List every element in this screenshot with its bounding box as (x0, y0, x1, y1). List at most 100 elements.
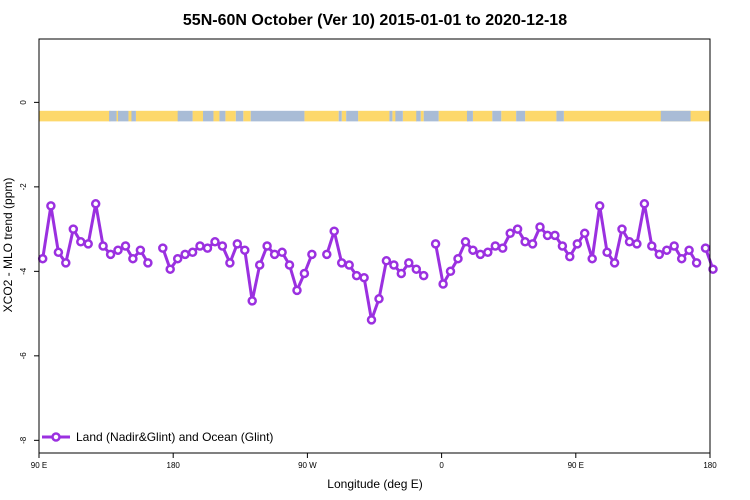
band-ocean (338, 110, 342, 122)
band-ocean (395, 110, 403, 122)
data-point (430, 239, 441, 249)
band-land (472, 110, 493, 122)
band-land (128, 110, 133, 122)
band-ocean (389, 110, 393, 122)
data-point (490, 241, 501, 251)
y-axis: 0 -2 -4 -6 -8 (19, 100, 39, 444)
band-land (341, 110, 347, 122)
data-point (284, 260, 295, 270)
band-land (438, 110, 469, 122)
data-point (624, 237, 635, 247)
data-point (617, 224, 627, 234)
series-layer (37, 199, 718, 325)
plot-frame (38, 38, 711, 454)
data-point (135, 245, 146, 255)
x-tick-label: 180 (703, 461, 717, 470)
data-point (366, 315, 377, 325)
band-land (243, 110, 251, 122)
data-point (254, 260, 265, 270)
data-point (557, 241, 568, 251)
band-land (304, 110, 339, 122)
data-point (572, 239, 583, 249)
band-ocean (131, 110, 136, 122)
data-point (579, 228, 590, 239)
band-ocean (423, 110, 439, 122)
band-land (525, 110, 557, 122)
data-point (307, 249, 317, 260)
data-point (187, 247, 198, 258)
data-point (535, 222, 545, 232)
data-point (676, 253, 687, 264)
data-point (202, 243, 213, 253)
band-land (358, 110, 390, 122)
data-point (475, 249, 486, 260)
data-point (594, 201, 605, 211)
band-land (39, 110, 111, 122)
data-point (565, 251, 575, 262)
data-point (120, 241, 131, 251)
data-point (609, 258, 620, 268)
data-point (520, 237, 530, 247)
data-point (418, 270, 429, 281)
data-point (90, 199, 101, 209)
data-point (46, 201, 56, 211)
data-point (83, 239, 93, 249)
data-point (550, 230, 560, 241)
data-point (512, 224, 523, 234)
x-tick-label: 90 W (298, 461, 317, 470)
data-point (654, 249, 665, 260)
band-ocean (118, 110, 129, 122)
band-ocean (516, 110, 526, 122)
band-land (213, 110, 220, 122)
chart-title: 55N-60N October (Ver 10) 2015-01-01 to 2… (183, 12, 567, 29)
band-ocean (203, 110, 214, 122)
y-tick-label: -2 (19, 183, 28, 191)
y-tick-label: 0 (19, 100, 28, 105)
data-point (128, 253, 138, 264)
data-point (404, 258, 414, 268)
x-axis: 90 E 180 90 W 0 90 E 180 (31, 453, 717, 470)
data-point (269, 249, 280, 260)
data-point (587, 253, 597, 264)
series-line (325, 229, 425, 322)
data-point (468, 245, 478, 255)
band-ocean (492, 110, 502, 122)
data-point (359, 272, 369, 283)
x-tick-label: 180 (167, 461, 181, 470)
data-point (232, 239, 243, 249)
legend-label: Land (Nadir&Glint) and Ocean (Glint) (76, 430, 273, 444)
band-ocean (219, 110, 226, 122)
band-ocean (109, 110, 117, 122)
data-point (105, 249, 116, 260)
legend: Land (Nadir&Glint) and Ocean (Glint) (42, 430, 273, 444)
data-point (453, 253, 463, 264)
data-point (389, 260, 399, 270)
data-point (708, 264, 718, 274)
x-tick-label: 0 (439, 461, 444, 470)
data-point (662, 245, 672, 255)
data-point (438, 279, 448, 289)
data-point (497, 243, 508, 253)
band-ocean (660, 110, 691, 122)
data-point (210, 237, 220, 247)
data-point (329, 226, 339, 236)
data-point (344, 260, 354, 270)
data-point (691, 258, 702, 268)
band-ocean (556, 110, 564, 122)
data-point (53, 247, 64, 258)
band-land (420, 110, 424, 122)
data-point (700, 243, 711, 253)
x-axis-label: Longitude (deg E) (327, 477, 422, 491)
y-axis-label: XCO2 - MLO trend (ppm) (1, 178, 15, 313)
data-point (277, 247, 287, 258)
y-tick-label: -6 (19, 352, 28, 360)
data-point (262, 241, 272, 251)
data-point (180, 249, 190, 260)
data-point (143, 258, 153, 268)
legend-marker (51, 432, 61, 442)
data-point (351, 270, 362, 281)
land-ocean-band (39, 110, 710, 122)
data-point (68, 224, 79, 234)
band-ocean (466, 110, 473, 122)
data-point (396, 268, 407, 279)
